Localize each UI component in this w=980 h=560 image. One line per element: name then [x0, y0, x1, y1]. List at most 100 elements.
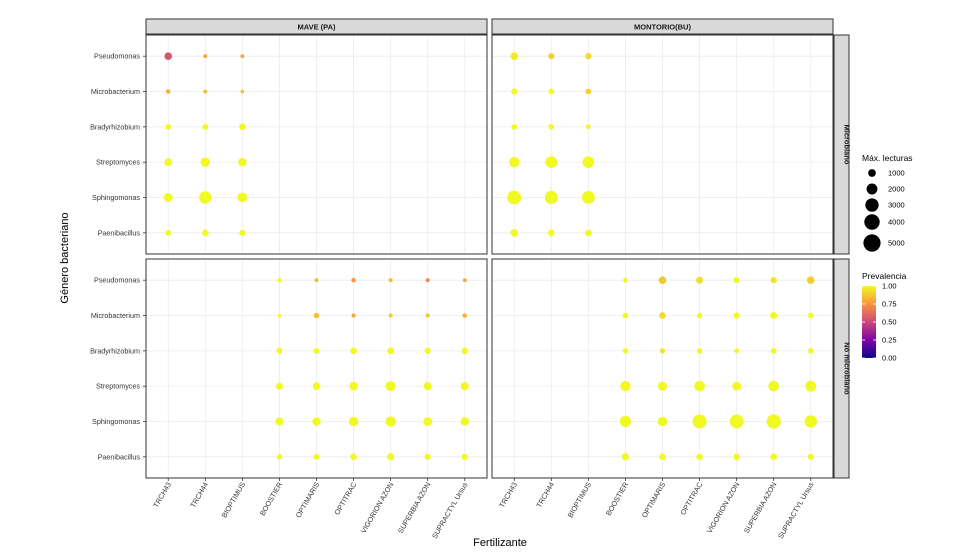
y-tick-label: Paenibacillus: [98, 228, 141, 237]
data-point-bradyrhizobium-trch43: [165, 123, 172, 130]
data-point-paenibacillus-optitrac: [350, 453, 357, 461]
color-legend: Prevalencia 0.00 0.25 0.50 0.75 1.00: [862, 271, 907, 363]
panel-border: [491, 34, 834, 255]
panel-mave-pa-microbiano: [145, 34, 488, 255]
data-point-paenibacillus-superbia-azon: [424, 453, 431, 460]
data-point-paenibacillus-trch44: [547, 229, 555, 237]
data-point-microbacterium-vigorion-azon: [733, 312, 740, 319]
size-legend-key: [866, 183, 878, 195]
data-point-paenibacillus-vigorion-azon: [386, 453, 395, 461]
x-tick-label: BIOPTIMUS: [566, 480, 594, 519]
facet-strip-label: No microbiano: [843, 342, 852, 395]
data-point-streptomyces-boostier: [620, 381, 631, 392]
size-legend-key: [863, 234, 881, 252]
data-point-microbacterium-bioptimus: [240, 89, 245, 94]
x-tick-label: OPTITRAC: [678, 481, 704, 517]
data-point-paenibacillus-optimaris: [659, 453, 666, 461]
y-tick-label: Microbacterium: [91, 87, 140, 96]
facet-strip-label: MONTORIO(BU): [634, 23, 691, 32]
color-legend-label: 0.50: [882, 318, 897, 327]
data-point-bradyrhizobium-trch44: [202, 123, 209, 130]
y-tick-label: Sphingomonas: [92, 417, 140, 426]
data-point-sphingomonas-trch44: [544, 190, 558, 205]
data-point-bradyrhizobium-trch43: [511, 123, 518, 130]
facet-strip-label: Microbiano: [843, 124, 852, 164]
color-legend-label: 0.00: [882, 354, 897, 363]
x-tick-label: BOOSTIER: [604, 481, 630, 518]
size-legend-label: 3000: [888, 201, 905, 210]
data-point-paenibacillus-optitrac: [696, 453, 703, 461]
x-tick-label: OPTIMARIS: [294, 480, 322, 519]
data-point-paenibacillus-boostier: [276, 454, 283, 460]
x-tick-label: VIGORION AZON: [359, 481, 396, 535]
data-point-pseudomonas-bioptimus: [240, 54, 245, 59]
data-point-sphingomonas-vigorion-azon: [729, 414, 744, 429]
data-point-pseudomonas-optitrac: [351, 277, 356, 283]
data-point-sphingomonas-supractyl-ursus: [460, 417, 469, 426]
data-point-microbacterium-trch44: [203, 89, 208, 94]
data-point-bradyrhizobium-optitrac: [350, 347, 357, 355]
x-tick-label: SUPERBIA AZON: [742, 481, 779, 535]
data-point-streptomyces-vigorion-azon: [732, 381, 742, 391]
data-point-sphingomonas-trch44: [199, 191, 212, 204]
x-tick-label: TRCH43: [497, 481, 519, 510]
panel-montorio-bu-microbiano: [491, 34, 834, 255]
data-point-bradyrhizobium-superbia-azon: [424, 347, 431, 354]
data-point-microbacterium-optimaris: [659, 312, 666, 319]
x-axis-title: Fertilizante: [473, 537, 527, 549]
data-point-microbacterium-superbia-azon: [770, 311, 778, 320]
data-point-bradyrhizobium-optitrac: [696, 348, 703, 354]
data-point-microbacterium-trch43: [511, 88, 518, 95]
x-tick-label: SUPERBIA AZON: [396, 481, 433, 535]
data-point-microbacterium-supractyl-ursus: [807, 312, 814, 319]
data-point-paenibacillus-bioptimus: [585, 229, 592, 237]
size-legend-label: 5000: [888, 239, 905, 248]
data-point-pseudomonas-boostier: [623, 277, 628, 283]
data-point-streptomyces-trch43: [164, 158, 173, 167]
data-point-pseudomonas-trch43: [164, 52, 173, 61]
data-point-streptomyces-supractyl-ursus: [460, 382, 469, 391]
size-legend-label: 4000: [888, 218, 905, 227]
data-point-microbacterium-superbia-azon: [425, 313, 430, 318]
y-tick-label: Microbacterium: [91, 311, 140, 320]
data-point-bradyrhizobium-bioptimus: [585, 124, 591, 130]
x-tick-label: TRCH43: [151, 481, 173, 510]
data-point-pseudomonas-optimaris: [658, 276, 667, 285]
data-point-streptomyces-bioptimus: [582, 156, 595, 168]
data-point-pseudomonas-trch44: [203, 54, 208, 59]
data-point-sphingomonas-superbia-azon: [423, 417, 433, 426]
y-tick-label: Pseudomonas: [94, 52, 140, 61]
panel-mave-pa-no-microbiano: [145, 258, 488, 479]
data-point-paenibacillus-supractyl-ursus: [461, 453, 468, 460]
data-point-sphingomonas-bioptimus: [581, 191, 595, 204]
data-point-streptomyces-bioptimus: [238, 157, 247, 167]
data-point-pseudomonas-supractyl-ursus: [462, 278, 467, 283]
x-tick-label: OPTIMARIS: [640, 480, 668, 519]
data-point-microbacterium-boostier: [622, 312, 629, 319]
data-point-pseudomonas-vigorion-azon: [733, 277, 740, 284]
data-point-sphingomonas-boostier: [619, 415, 632, 428]
data-point-bradyrhizobium-boostier: [622, 348, 629, 354]
data-point-streptomyces-supractyl-ursus: [805, 380, 817, 392]
data-point-sphingomonas-trch43: [507, 190, 522, 205]
facet-strip-no-microbiano: [833, 258, 850, 479]
data-point-bradyrhizobium-vigorion-azon: [387, 347, 394, 355]
data-point-microbacterium-bioptimus: [585, 88, 592, 95]
data-point-streptomyces-boostier: [275, 382, 283, 390]
data-point-streptomyces-superbia-azon: [768, 380, 779, 392]
data-point-paenibacillus-trch44: [201, 229, 209, 237]
data-point-microbacterium-optimaris: [313, 312, 320, 319]
data-point-streptomyces-optitrac: [694, 380, 705, 392]
data-point-pseudomonas-trch43: [510, 52, 519, 61]
data-point-bradyrhizobium-bioptimus: [239, 123, 246, 131]
data-point-paenibacillus-superbia-azon: [770, 453, 778, 461]
x-tick-label: TRCH44: [534, 481, 556, 510]
y-tick-label: Streptomyces: [96, 158, 140, 167]
data-point-sphingomonas-vigorion-azon: [385, 416, 396, 427]
data-point-microbacterium-optitrac: [351, 313, 356, 318]
data-point-pseudomonas-optimaris: [314, 278, 319, 283]
data-point-pseudomonas-bioptimus: [585, 53, 592, 60]
data-point-sphingomonas-boostier: [275, 417, 284, 426]
data-point-sphingomonas-optimaris: [312, 417, 321, 426]
data-point-bradyrhizobium-trch44: [548, 124, 555, 130]
